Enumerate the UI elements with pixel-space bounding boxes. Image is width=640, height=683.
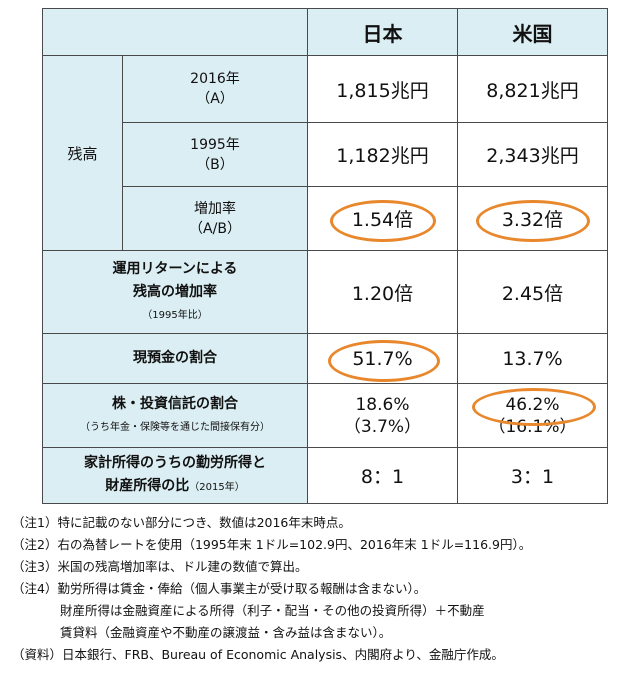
japan-cash-value: 51.7%: [307, 333, 458, 384]
label-line: 家計所得のうちの勤労所得と: [84, 455, 266, 471]
usa-income-ratio: 3：1: [457, 447, 608, 504]
table-row: 残高 2016年 （A） 1,815兆円 8,821兆円: [42, 55, 608, 251]
header-row: 日本 米国: [42, 8, 608, 56]
footnotes: （注1）特に記載のない部分につき、数値は2016年末時点。 （注2）右の為替レー…: [12, 512, 636, 666]
table-row: 増加率 （A/B） 1.54倍 3.32倍: [43, 186, 608, 251]
balance-group-label: 残高: [42, 55, 123, 251]
japan-stock-sub: （3.7%）: [343, 416, 422, 437]
table-row: 家計所得のうちの勤労所得と 財産所得の比（2015年） 8：1 3：1: [42, 447, 608, 504]
label-line: （1995年比）: [142, 309, 208, 321]
usa-growth-value: 3.32倍: [457, 186, 608, 251]
usa-1995-value: 2,343兆円: [457, 122, 608, 187]
income-row-label: 家計所得のうちの勤労所得と 財産所得の比（2015年）: [42, 447, 308, 504]
row-label-1995: 1995年 （B）: [122, 122, 308, 187]
label-line: 株・投資信託の割合: [112, 395, 238, 412]
note-line: （注2）右の為替レートを使用（1995年末 1ドル=102.9円、2016年末 …: [12, 537, 532, 552]
table-row: 運用リターンによる 残高の増加率 （1995年比） 1.20倍 2.45倍: [42, 250, 608, 334]
label-line: 残高の増加率: [133, 283, 217, 300]
usa-2016-value: 8,821兆円: [457, 55, 608, 123]
stock-row-label: 株・投資信託の割合 （うち年金・保険等を通じた間接保有分）: [42, 383, 308, 448]
table-row: 現預金の割合 51.7% 13.7%: [42, 333, 608, 384]
cash-row-label: 現預金の割合: [42, 333, 308, 384]
label-line: （うち年金・保険等を通じた間接保有分）: [80, 421, 270, 433]
note-line: 財産所得は金融資産による所得（利子・配当・その他の投資所得）＋不動産: [60, 603, 485, 618]
usa-stock-text: 46.2%: [505, 394, 560, 415]
japan-return-value: 1.20倍: [307, 250, 458, 334]
label-bottom: （A）: [196, 91, 234, 107]
label-top: 増加率: [194, 200, 236, 217]
row-label-growth: 増加率 （A/B）: [122, 186, 308, 251]
note-line: （注1）特に記載のない部分につき、数値は2016年末時点。: [12, 515, 351, 530]
label-line: 財産所得の比（2015年）: [43, 475, 307, 499]
row-label-2016: 2016年 （A）: [122, 55, 308, 123]
japan-stock-value: 18.6% （3.7%）: [307, 383, 458, 448]
header-blank-cell: [42, 8, 308, 56]
label-main: 財産所得の比: [105, 478, 190, 494]
japan-growth-value: 1.54倍: [307, 186, 458, 251]
usa-return-value: 2.45倍: [457, 250, 608, 334]
note-line: 賃貸料（金融資産や不動産の譲渡益・含み益は含まない）。: [60, 625, 392, 640]
usa-stock-value: 46.2% （16.1%）: [457, 383, 608, 448]
usa-growth-text: 3.32倍: [501, 209, 564, 231]
label-bottom: （B）: [196, 156, 234, 173]
label-line: 運用リターンによる: [112, 260, 238, 277]
japan-stock-text: 18.6%: [355, 394, 410, 415]
japan-income-ratio: 8：1: [307, 447, 458, 504]
usa-cash-value: 13.7%: [457, 333, 608, 384]
return-row-label: 運用リターンによる 残高の増加率 （1995年比）: [42, 250, 308, 334]
note-line: （注3）米国の残高増加率は、ドル建の数値で算出。: [12, 559, 308, 574]
comparison-table: 日本 米国 残高 2016年 （A） 1,815兆円 8,821兆円 1995年…: [42, 8, 608, 504]
usa-stock-sub: （16.1%）: [488, 416, 577, 437]
japan-cash-text: 51.7%: [352, 347, 413, 370]
header-usa: 米国: [457, 8, 608, 56]
label-bottom: （A/B）: [189, 220, 241, 237]
source-line: （資料）日本銀行、FRB、Bureau of Economic Analysis…: [12, 647, 504, 662]
table-row: 1995年 （B） 1,182兆円 2,343兆円: [43, 122, 608, 187]
header-japan: 日本: [307, 8, 458, 56]
japan-growth-text: 1.54倍: [351, 209, 414, 231]
japan-1995-value: 1,182兆円: [307, 122, 458, 187]
label-year: （2015年）: [189, 482, 245, 493]
japan-2016-value: 1,815兆円: [307, 55, 458, 123]
label-top: 2016年: [190, 71, 240, 87]
table-row: 株・投資信託の割合 （うち年金・保険等を通じた間接保有分） 18.6% （3.7…: [42, 383, 608, 448]
note-line: （注4）勤労所得は賃金・俸給（個人事業主が受け取る報酬は含まない）。: [12, 581, 427, 596]
label-top: 1995年: [190, 136, 240, 153]
